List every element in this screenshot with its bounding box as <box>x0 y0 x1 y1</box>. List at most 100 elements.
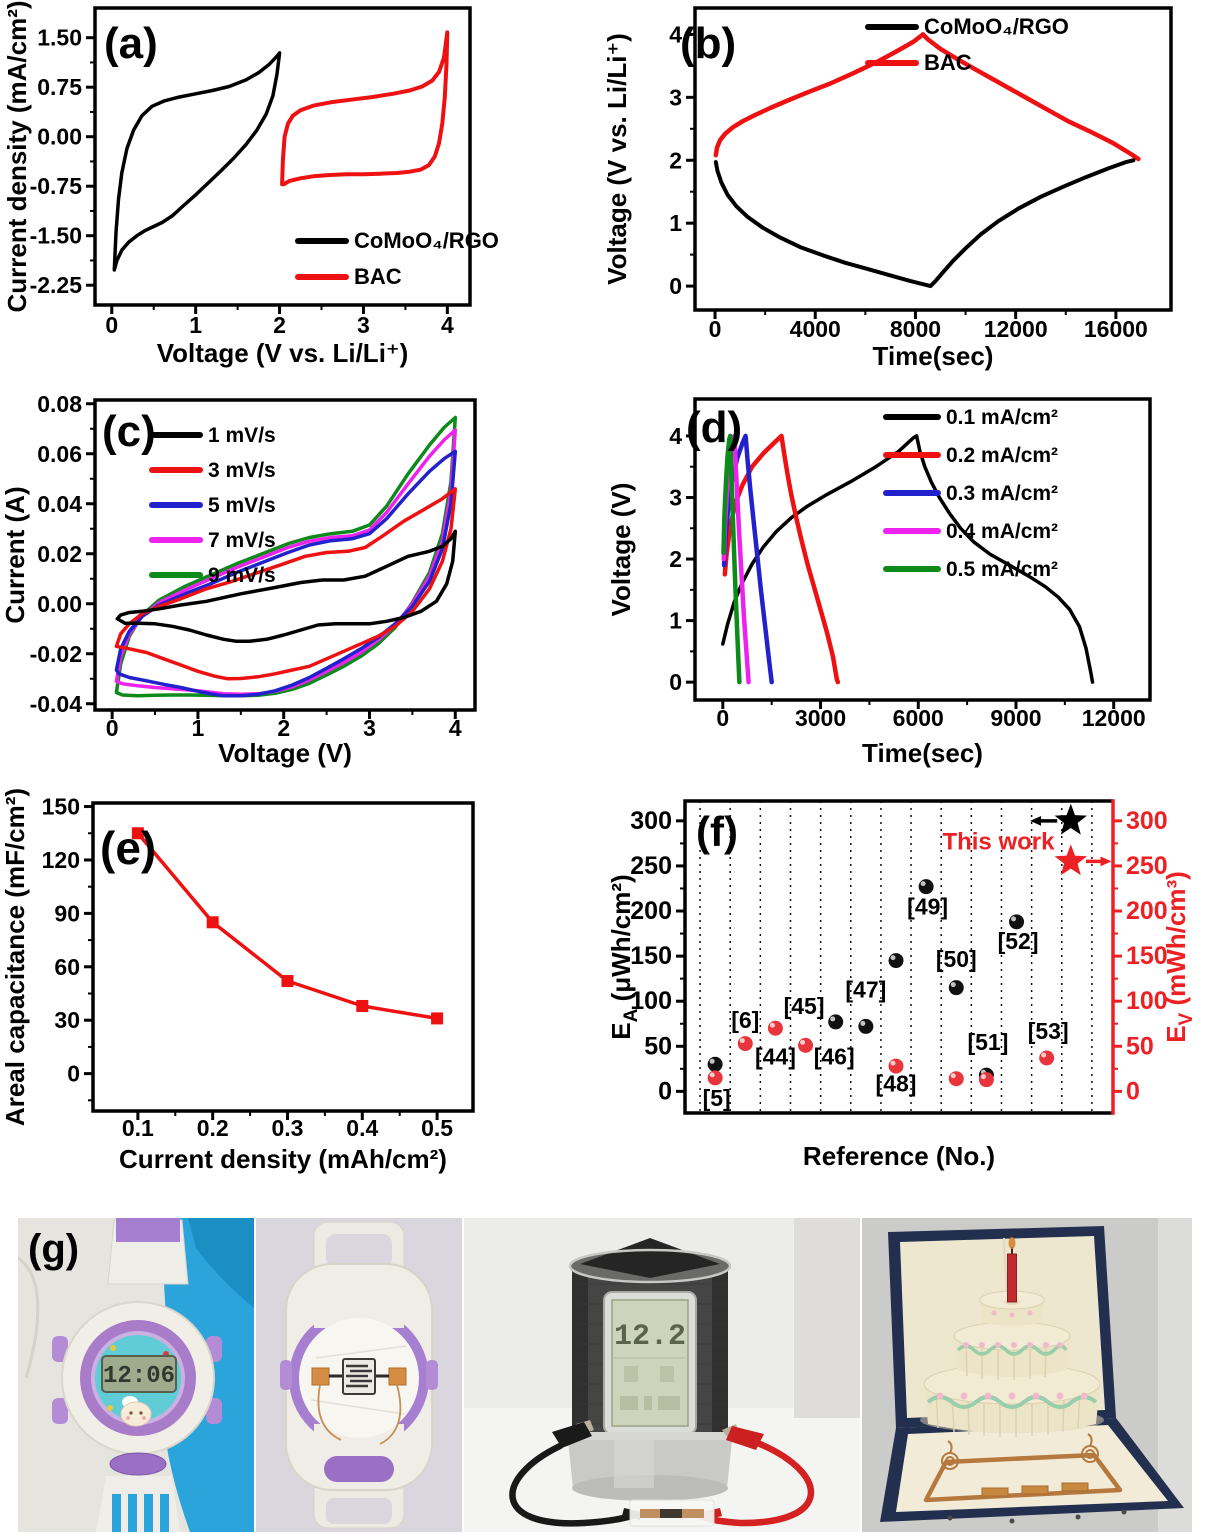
annotations: (f) This work [5] [6] [44] [45] [46] [47] [48] [4… <box>696 808 1112 1111</box>
svg-text:CoMoO₄/RGO: CoMoO₄/RGO <box>354 228 499 253</box>
svg-text:0.00: 0.00 <box>37 591 82 617</box>
lcd-segment <box>644 1396 652 1410</box>
svg-text:-0.75: -0.75 <box>30 173 83 199</box>
svg-text:Voltage (V vs. Li/Li⁺): Voltage (V vs. Li/Li⁺) <box>157 338 409 368</box>
svg-text:[44]: [44] <box>755 1043 796 1069</box>
clock-lcd: 12.2 <box>603 1291 697 1435</box>
svg-text:0.5: 0.5 <box>421 1115 453 1141</box>
svg-text:(b): (b) <box>680 19 736 68</box>
music-note-icon <box>107 1405 113 1411</box>
svg-text:Voltage (V): Voltage (V) <box>218 738 352 768</box>
svg-text:12000: 12000 <box>984 316 1048 342</box>
series <box>112 30 450 272</box>
svg-text:2: 2 <box>669 147 682 173</box>
y-axis: 0 1 2 3 4 Voltage (V) <box>606 423 695 695</box>
plot-frame <box>91 801 475 1113</box>
svg-text:[48]: [48] <box>876 1070 917 1096</box>
photo-popup-card-svg <box>862 1218 1192 1532</box>
svg-text:100: 100 <box>630 987 672 1015</box>
svg-text:0.2: 0.2 <box>197 1115 229 1141</box>
clock-base <box>568 1432 732 1501</box>
svg-text:2: 2 <box>669 546 682 572</box>
svg-text:CoMoO₄/RGO: CoMoO₄/RGO <box>924 14 1069 39</box>
svg-text:(a): (a) <box>104 19 158 68</box>
svg-text:250: 250 <box>630 852 672 880</box>
svg-text:7 mV/s: 7 mV/s <box>208 529 276 552</box>
lamb-cartoon <box>120 1396 152 1427</box>
right-axis: 0 50 100 150 200 250 300 EV (mWh/cm³) <box>1113 807 1197 1105</box>
chart-a-cv-comparison: 0 1 2 3 4 Voltage (V vs. Li/Li⁺) 1.50 0.75 0.00 -… <box>2 0 499 368</box>
candle <box>1007 1253 1017 1303</box>
chart-b-gcd-comparison: 0 4000 8000 12000 16000 Time(sec) 0 1 2 3 4 Voltage… <box>602 6 1173 371</box>
panel-c: 0 1 2 3 4 Voltage (V) 0.08 0.06 0.04 0.02 0.00 -0.0… <box>0 380 600 778</box>
svg-text:-0.02: -0.02 <box>30 641 82 667</box>
svg-text:0: 0 <box>1126 1077 1140 1105</box>
series-this-work-ev <box>1054 844 1087 876</box>
svg-text:3: 3 <box>357 312 370 338</box>
svg-text:0.5 mA/cm²: 0.5 mA/cm² <box>946 558 1058 581</box>
svg-text:3: 3 <box>363 715 376 741</box>
svg-text:-1.50: -1.50 <box>30 223 82 249</box>
chart-c-cv-scan-rates: 0 1 2 3 4 Voltage (V) 0.08 0.06 0.04 0.02 0.00 -0.0… <box>0 391 477 768</box>
svg-text:6000: 6000 <box>893 705 944 731</box>
y-axis: 0 1 2 3 4 Voltage (V vs. Li/Li⁺) <box>602 21 695 299</box>
plot-frame <box>693 397 1152 702</box>
svg-text:[6]: [6] <box>731 1007 759 1033</box>
svg-text:[45]: [45] <box>784 993 825 1019</box>
svg-text:0: 0 <box>67 1061 80 1087</box>
annotations: (a) <box>104 19 158 68</box>
svg-text:Reference (No.): Reference (No.) <box>803 1141 995 1171</box>
candle-flame <box>1008 1237 1016 1249</box>
svg-text:0: 0 <box>716 705 729 731</box>
svg-text:30: 30 <box>54 1007 80 1033</box>
svg-text:[46]: [46] <box>814 1043 855 1069</box>
svg-text:12000: 12000 <box>1082 705 1146 731</box>
svg-text:0: 0 <box>105 312 118 338</box>
series-bac <box>713 32 1141 162</box>
watch-strap-bottom <box>96 1476 180 1532</box>
svg-text:200: 200 <box>1126 897 1168 925</box>
series-ea-uwh-cm2-refs <box>707 879 1025 1083</box>
svg-text:2: 2 <box>277 715 290 741</box>
svg-text:0.4 mA/cm²: 0.4 mA/cm² <box>946 520 1058 543</box>
watch-time: 12:06 <box>103 1363 175 1390</box>
svg-text:300: 300 <box>1126 807 1168 835</box>
chart-f-energy-comparison: Reference (No.) 0 50 100 150 200 250 300 EA (μWh… <box>606 799 1197 1171</box>
black-alligator-clip <box>552 1422 592 1448</box>
svg-text:0.02: 0.02 <box>37 541 82 567</box>
svg-text:0.3: 0.3 <box>271 1115 303 1141</box>
svg-text:Voltage (V vs. Li/Li⁺): Voltage (V vs. Li/Li⁺) <box>602 33 632 285</box>
svg-text:3000: 3000 <box>795 705 846 731</box>
thin-wire <box>317 1384 342 1441</box>
svg-text:Current density (mAh/cm²): Current density (mAh/cm²) <box>119 1144 447 1174</box>
photo-watch-back <box>256 1218 462 1532</box>
svg-text:250: 250 <box>1126 852 1168 880</box>
svg-text:150: 150 <box>42 794 80 820</box>
svg-text:50: 50 <box>644 1032 672 1060</box>
garland-flowers <box>963 1342 1063 1348</box>
svg-text:0: 0 <box>669 273 682 299</box>
y-axis: 0 50 100 150 200 250 300 EA (μWh/cm²) <box>606 807 685 1105</box>
copper-pad <box>1021 1485 1049 1495</box>
svg-text:BAC: BAC <box>354 264 402 289</box>
watch-strap-top <box>107 1218 189 1285</box>
copper-circuit <box>923 1433 1123 1503</box>
interdigitated-fingers <box>346 1364 372 1388</box>
svg-text:9000: 9000 <box>990 705 1041 731</box>
garland-flowers <box>936 1392 1088 1400</box>
svg-text:0: 0 <box>658 1077 672 1105</box>
series <box>721 433 1095 685</box>
red-alligator-clip <box>726 1426 764 1450</box>
svg-text:0.00: 0.00 <box>37 124 82 150</box>
svg-text:0: 0 <box>709 316 722 342</box>
svg-text:-2.25: -2.25 <box>30 272 83 298</box>
svg-text:EV (mWh/cm³): EV (mWh/cm³) <box>1161 871 1197 1043</box>
lcd-display: 12:06 <box>101 1355 177 1393</box>
svg-text:0: 0 <box>669 669 682 695</box>
annotations: (c) <box>102 407 156 456</box>
svg-text:120: 120 <box>42 847 80 873</box>
svg-text:0.04: 0.04 <box>37 491 82 517</box>
top-pattern <box>580 1238 720 1278</box>
svg-text:4000: 4000 <box>790 316 841 342</box>
